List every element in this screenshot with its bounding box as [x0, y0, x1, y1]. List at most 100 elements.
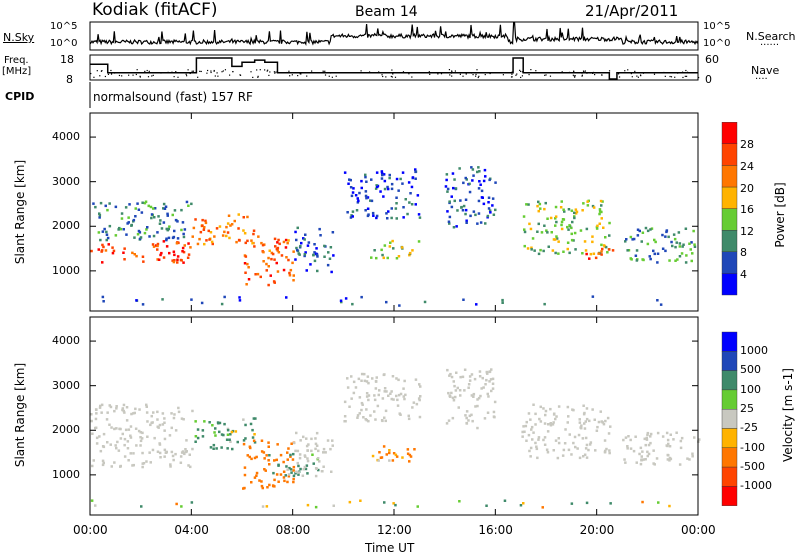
power-echo-cell: [598, 222, 601, 225]
velocity-echo-cell: [123, 411, 126, 414]
power-echo-cell: [640, 240, 643, 243]
velocity-echo-cell: [588, 419, 591, 423]
velocity-echo-cell: [294, 449, 297, 453]
power-echo-cell: [128, 203, 131, 206]
velocity-echo-cell: [139, 444, 142, 447]
velocity-echo-cell: [490, 389, 493, 393]
power-echo-cell: [112, 249, 116, 253]
velocity-echo-cell: [363, 379, 367, 383]
velocity-echo-cell: [113, 461, 116, 464]
velocity-echo-cell: [408, 453, 412, 457]
power-echo-cell: [480, 189, 484, 193]
velocity-echo-cell: [265, 505, 269, 508]
nave-point: [472, 74, 474, 76]
power-echo-cell: [478, 170, 481, 173]
power-echo-cell: [395, 177, 399, 181]
velocity-echo-cell: [139, 439, 143, 443]
power-echo-cell: [161, 298, 164, 301]
velocity-echo-cell: [582, 404, 585, 407]
velocity-echo-cell: [348, 500, 352, 504]
velocity-echo-cell: [404, 393, 407, 397]
power-echo-cell: [101, 295, 105, 299]
velocity-echo-cell: [641, 450, 644, 453]
nave-point: [544, 74, 546, 76]
velocity-echo-cell: [273, 459, 276, 462]
velocity-colorbar-segment: [721, 370, 738, 391]
power-echo-cell: [588, 257, 591, 260]
power-echo-cell: [526, 247, 530, 250]
velocity-echo-cell: [218, 421, 222, 425]
power-echo-cell: [331, 231, 335, 234]
nave-point: [446, 72, 448, 74]
velocity-echo-cell: [352, 391, 356, 395]
power-echo-cell: [159, 219, 162, 222]
nave-point: [121, 75, 123, 77]
power-echo-cell: [267, 256, 270, 260]
velocity-echo-cell: [594, 449, 597, 452]
velocity-echo-cell: [99, 449, 103, 453]
power-echo-cell: [582, 202, 585, 205]
nave-point: [653, 73, 656, 75]
power-echo-cell: [537, 222, 540, 226]
power-echo-cell: [90, 249, 93, 253]
velocity-echo-cell: [246, 454, 249, 457]
power-echo-cell: [484, 175, 487, 178]
velocity-echo-cell: [145, 405, 148, 408]
power-echo-cell: [370, 256, 373, 259]
velocity-echo-cell: [461, 375, 465, 379]
power-echo-cell: [482, 179, 486, 183]
power-echo-cell: [482, 202, 486, 206]
velocity-echo-cell: [150, 421, 153, 425]
power-echo-cell: [604, 245, 608, 249]
power-echo-cell: [483, 168, 487, 172]
power-echo-cell: [536, 230, 539, 233]
velocity-echo-cell: [98, 406, 102, 409]
nsky-label: N.Sky: [3, 31, 35, 44]
velocity-echo-cell: [532, 403, 535, 406]
power-echo-cell: [674, 245, 677, 249]
velocity-echo-cell: [669, 433, 672, 436]
velocity-echo-cell: [260, 480, 263, 483]
power-echo-cell: [602, 244, 606, 247]
velocity-echo-cell: [521, 435, 524, 438]
power-echo-cell: [682, 243, 685, 246]
nave-point: [200, 70, 202, 73]
power-echo-cell: [570, 226, 573, 230]
velocity-echo-cell: [161, 412, 165, 415]
velocity-echo-cell: [182, 418, 185, 421]
power-colorbar-segment: [721, 186, 738, 209]
power-echo-cell: [267, 283, 270, 287]
velocity-echo-cell: [373, 398, 377, 402]
velocity-echo-cell: [127, 459, 130, 462]
velocity-echo-cell: [243, 466, 247, 469]
nave-point: [329, 72, 332, 74]
velocity-echo-cell: [177, 410, 181, 414]
velocity-echo-cell: [376, 404, 380, 408]
velocity-echo-cell: [407, 414, 410, 418]
velocity-echo-cell: [596, 425, 599, 429]
velocity-echo-cell: [534, 423, 537, 426]
power-echo-cell: [201, 218, 204, 222]
power-echo-cell: [237, 213, 240, 216]
power-echo-cell: [215, 227, 219, 230]
power-echo-cell: [527, 203, 530, 206]
velocity-echo-cell: [541, 506, 544, 509]
power-echo-cell: [656, 261, 659, 264]
power-echo-cell: [501, 301, 504, 304]
velocity-echo-cell: [377, 393, 380, 397]
power-echo-cell: [351, 215, 354, 218]
station-title: Kodiak (fitACF): [92, 0, 218, 20]
velocity-echo-cell: [261, 505, 265, 508]
nave-point: [640, 75, 642, 77]
power-echo-cell: [537, 252, 541, 256]
velocity-echo-cell: [264, 469, 267, 472]
nave-point: [382, 75, 384, 78]
velocity-echo-cell: [385, 453, 388, 456]
nave-point: [287, 72, 289, 74]
velocity-echo-cell: [129, 452, 132, 455]
power-echo-cell: [476, 222, 479, 225]
velocity-echo-cell: [102, 445, 106, 449]
velocity-echo-cell: [672, 438, 675, 441]
nave-point: [627, 69, 629, 71]
velocity-echo-cell: [157, 426, 160, 429]
